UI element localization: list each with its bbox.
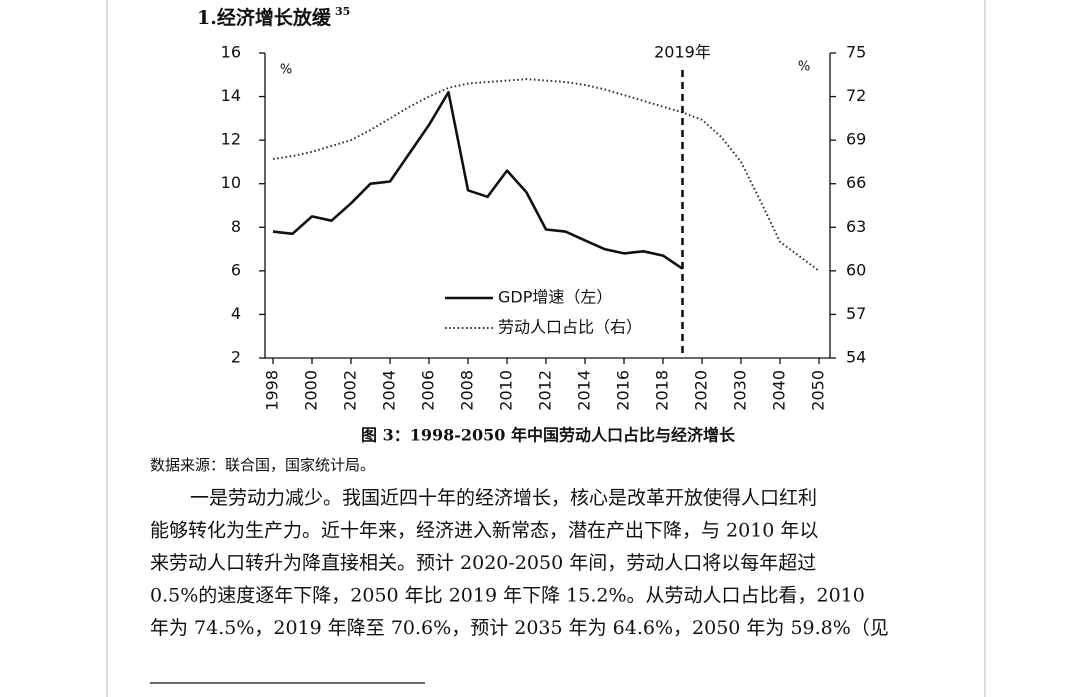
y2-tick-label: 69 — [846, 130, 866, 149]
caption: 图 3：1998-2050 年中国劳动人口占比与经济增长 — [361, 426, 736, 445]
legend-label: GDP增速（左） — [498, 288, 612, 307]
y2-unit: % — [798, 60, 810, 75]
series-line — [272, 78, 820, 272]
paragraph-line: 年为 74.5%，2019 年降至 70.6%，预计 2035 年为 64.6%… — [150, 617, 889, 639]
x-tick-label: 2014 — [575, 370, 594, 411]
legend-label: 劳动人口占比（右） — [498, 318, 642, 337]
x-tick-label: 2018 — [653, 370, 672, 411]
y-tick-label: 8 — [231, 217, 241, 236]
y2-tick-label: 54 — [846, 348, 866, 367]
y-unit: % — [280, 63, 292, 78]
y2-tick-label: 66 — [846, 173, 866, 192]
y2-tick-label: 60 — [846, 260, 866, 279]
footnote-ref: 35 — [335, 5, 350, 18]
chart: 2 4 6 8 10 12 14 16 54 57 60 63 66 69 72 75% % 1998 2000 20… — [221, 43, 867, 411]
x-tick-label: 2008 — [458, 370, 477, 411]
paragraph-line: 能够转化为生产力。近十年来，经济进入新常态，潜在产出下降，与 2010 年以 — [150, 520, 818, 542]
x-tick-label: 1998 — [263, 370, 282, 411]
y-tick-label: 2 — [231, 348, 241, 367]
y-tick-label: 14 — [221, 86, 241, 105]
y-tick-label: 4 — [231, 304, 241, 323]
x-tick-label: 2006 — [419, 370, 438, 411]
x-tick-label: 2016 — [614, 370, 633, 411]
y-tick-label: 16 — [221, 43, 241, 62]
paragraph-line: 来劳动人口转升为降直接相关。预计 2020-2050 年间，劳动人口将以每年超过 — [150, 552, 816, 574]
x-tick-label: 2002 — [341, 370, 360, 411]
x-tick-label: 2004 — [380, 370, 399, 411]
x-tick-label: 2040 — [770, 370, 789, 411]
y-tick-label: 12 — [221, 130, 241, 149]
y2-tick-label: 72 — [846, 86, 866, 105]
paragraph: 一是劳动力减少。我国近四十年的经济增长，核心是改革开放使得人口红利能够转化为生产… — [150, 487, 889, 639]
x-tick-label: 2012 — [536, 370, 555, 411]
y2-tick-label: 75 — [846, 43, 866, 62]
x-tick-label: 2050 — [809, 370, 828, 411]
source: 数据来源：联合国，国家统计局。 — [150, 456, 375, 474]
paragraph-line: 一是劳动力减少。我国近四十年的经济增长，核心是改革开放使得人口红利 — [190, 487, 817, 509]
x-tick-label: 2020 — [692, 370, 711, 411]
y2-tick-label: 57 — [846, 304, 866, 323]
x-tick-label: 2000 — [302, 370, 321, 411]
x-tick-label: 2010 — [497, 370, 516, 411]
paragraph-line: 0.5%的速度逐年下降，2050 年比 2019 年下降 15.2%。从劳动人口… — [150, 585, 865, 607]
annotation: 2019年 — [654, 43, 711, 62]
x-tick-label: 2030 — [731, 370, 750, 411]
y2-tick-label: 63 — [846, 217, 866, 236]
heading: 1.经济增长放缓 — [197, 6, 332, 29]
y-tick-label: 10 — [221, 173, 241, 192]
series-line — [272, 90, 684, 270]
y-tick-label: 6 — [231, 260, 241, 279]
